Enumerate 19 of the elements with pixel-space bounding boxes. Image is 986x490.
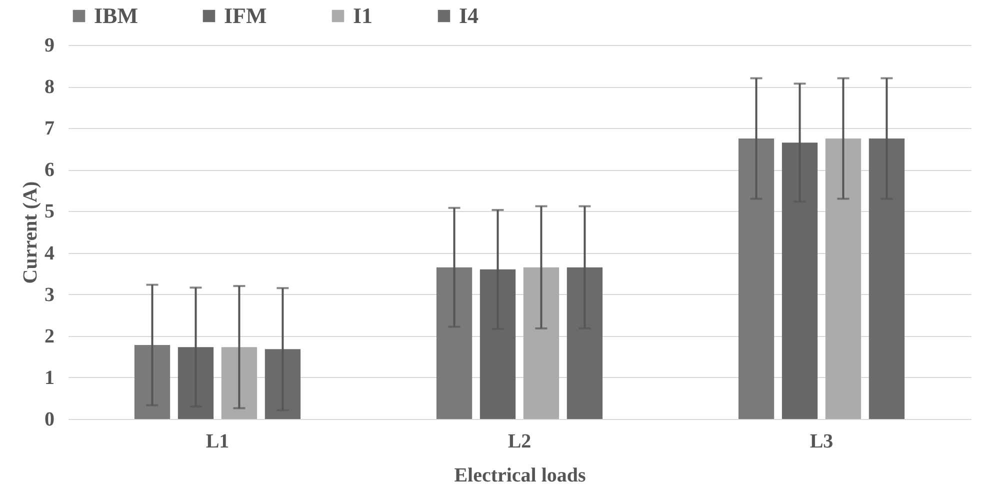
x-tick-label: L3	[810, 430, 834, 452]
legend-label: IFM	[224, 3, 267, 28]
y-tick-label: 9	[44, 34, 54, 56]
x-tick-label: L2	[508, 430, 532, 452]
y-tick-label: 7	[44, 118, 54, 140]
x-tick-label: L1	[206, 430, 230, 452]
y-tick-label: 6	[44, 159, 54, 182]
legend-label: I1	[353, 3, 373, 28]
y-tick-label: 8	[44, 76, 54, 98]
legend-label: I4	[459, 3, 479, 28]
y-tick-label: 4	[44, 242, 54, 264]
legend-label: IBM	[94, 3, 138, 28]
y-axis-title: Current (A)	[20, 181, 42, 284]
y-tick-label: 2	[44, 325, 54, 348]
y-tick-label: 3	[44, 284, 54, 306]
y-tick-label: 0	[44, 408, 54, 430]
x-axis-title: Electrical loads	[454, 464, 586, 486]
y-tick-label: 1	[44, 366, 54, 389]
y-tick-label: 5	[44, 200, 54, 223]
